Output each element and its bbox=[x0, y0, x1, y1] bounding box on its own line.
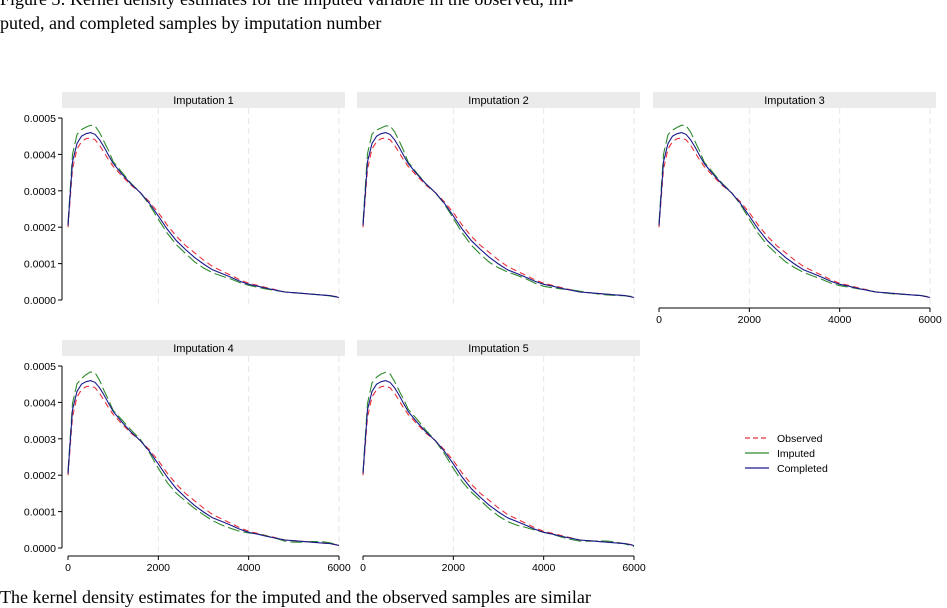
panel-title-strip bbox=[653, 92, 936, 108]
x-tick-label: 2000 bbox=[442, 562, 466, 574]
x-tick-label: 0 bbox=[65, 562, 71, 574]
x-tick-label: 0 bbox=[656, 314, 662, 326]
panel-title: Imputation 3 bbox=[764, 95, 825, 107]
y-tick-label: 0.0000 bbox=[24, 543, 56, 555]
series-line-completed bbox=[658, 132, 931, 299]
y-tick-label: 0.0005 bbox=[24, 361, 56, 373]
legend-label-completed: Completed bbox=[777, 463, 828, 475]
series-line-imputed bbox=[658, 124, 931, 298]
panel-title: Imputation 5 bbox=[468, 343, 529, 355]
x-tick-label: 4000 bbox=[828, 314, 852, 326]
y-tick-label: 0.0001 bbox=[24, 507, 56, 519]
series-line-imputed bbox=[67, 124, 340, 299]
caption-line-2: puted, and completed samples by imputati… bbox=[0, 13, 382, 33]
series-line-imputed bbox=[362, 371, 635, 547]
series-line-observed bbox=[362, 385, 635, 546]
series-line-observed bbox=[67, 137, 340, 298]
series-line-completed bbox=[362, 380, 635, 547]
y-tick-label: 0.0002 bbox=[24, 222, 56, 234]
series-line-observed bbox=[67, 385, 340, 546]
y-tick-label: 0.0001 bbox=[24, 259, 56, 271]
series-line-completed bbox=[362, 132, 635, 299]
series-line-imputed bbox=[67, 371, 340, 546]
legend: Observed Imputed Completed bbox=[745, 433, 828, 475]
caption-line-1: Figure 3: Kernel density estimates for t… bbox=[0, 0, 573, 10]
panel-1: Imputation 1 0.0000 0.0001 0.0002 0.0003 0.00… bbox=[24, 92, 345, 308]
y-tick-label: 0.0003 bbox=[24, 434, 56, 446]
panel-2: Imputation 2 bbox=[357, 92, 640, 308]
series-line-imputed bbox=[362, 125, 635, 298]
panel-title: Imputation 4 bbox=[173, 343, 234, 355]
x-tick-label: 2000 bbox=[147, 562, 171, 574]
y-tick-label: 0.0003 bbox=[24, 186, 56, 198]
panel-title-strip bbox=[62, 92, 345, 108]
x-tick-label: 0 bbox=[360, 562, 366, 574]
panel-title-strip bbox=[357, 340, 640, 356]
x-tick-label: 6000 bbox=[918, 314, 942, 326]
panel-5: Imputation 5 0 2000 4000 6000 bbox=[357, 340, 646, 574]
footer-text: The kernel density estimates for the imp… bbox=[0, 587, 591, 607]
legend-label-observed: Observed bbox=[777, 433, 823, 445]
series-line-observed bbox=[658, 137, 931, 298]
panel-3: Imputation 3 0 2000 4000 6000 bbox=[653, 92, 942, 326]
panel-title-strip bbox=[357, 92, 640, 108]
series-line-observed bbox=[362, 137, 635, 298]
y-tick-label: 0.0005 bbox=[24, 113, 56, 125]
y-tick-label: 0.0004 bbox=[24, 149, 56, 161]
panel-title: Imputation 2 bbox=[468, 95, 529, 107]
series-line-completed bbox=[67, 132, 340, 299]
panel-title-strip bbox=[62, 340, 345, 356]
x-tick-label: 6000 bbox=[622, 562, 646, 574]
x-tick-label: 4000 bbox=[532, 562, 556, 574]
legend-label-imputed: Imputed bbox=[777, 448, 815, 460]
x-tick-label: 2000 bbox=[738, 314, 762, 326]
y-tick-label: 0.0004 bbox=[24, 397, 56, 409]
x-tick-label: 4000 bbox=[237, 562, 261, 574]
panel-4: Imputation 4 0.0000 0.0001 0.0002 0.0003 0.00… bbox=[24, 340, 351, 574]
x-tick-label: 6000 bbox=[327, 562, 351, 574]
y-tick-label: 0.0002 bbox=[24, 470, 56, 482]
series-line-completed bbox=[67, 380, 340, 547]
y-tick-label: 0.0000 bbox=[24, 295, 56, 307]
panel-title: Imputation 1 bbox=[173, 95, 234, 107]
